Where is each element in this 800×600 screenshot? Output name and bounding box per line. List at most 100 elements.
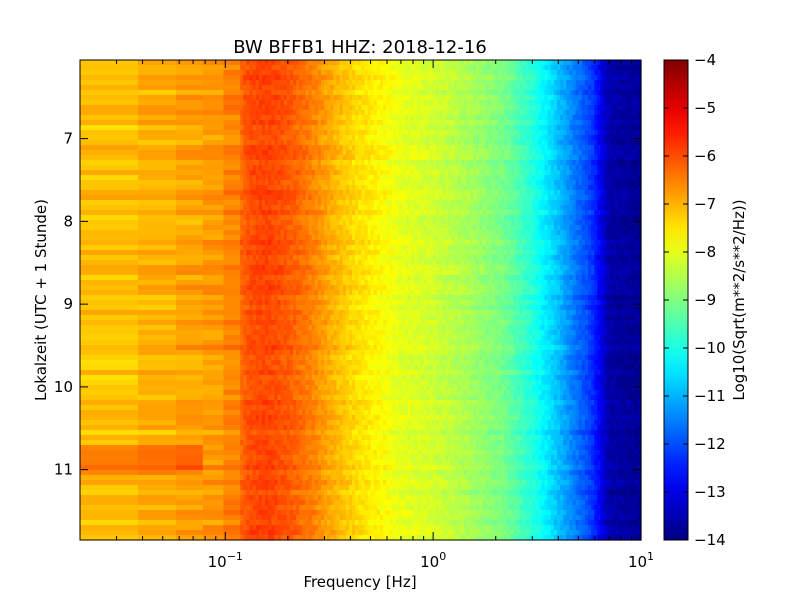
spectrogram-cell <box>454 140 459 146</box>
spectrogram-cell <box>628 85 633 91</box>
spectrogram-cell <box>223 220 241 226</box>
spectrogram-cell <box>454 135 459 141</box>
spectrogram-cell <box>442 155 446 161</box>
spectrogram-cell <box>243 145 248 151</box>
spectrogram-cell <box>392 100 397 106</box>
spectrogram-cell <box>510 65 515 71</box>
spectrogram-cell <box>485 135 490 141</box>
spectrogram-cell <box>308 115 313 121</box>
spectrogram-cell <box>176 80 204 86</box>
spectrogram-cell <box>466 140 471 146</box>
spectrogram-cell <box>491 60 496 66</box>
spectrogram-cell <box>435 65 440 71</box>
spectrogram-cell <box>423 110 428 116</box>
spectrogram-cell <box>395 130 400 136</box>
spectrogram-cell <box>176 170 204 176</box>
spectrogram-cell <box>202 240 225 246</box>
spectrogram-cell <box>345 90 350 96</box>
spectrogram-cell <box>355 65 359 71</box>
spectrogram-cell <box>327 170 331 176</box>
spectrogram-cell <box>550 150 555 156</box>
spectrogram-cell <box>414 135 418 141</box>
spectrogram-cell <box>261 155 266 161</box>
spectrogram-cell <box>470 165 474 171</box>
spectrogram-cell <box>622 80 626 86</box>
spectrogram-cell <box>258 110 263 116</box>
spectrogram-cell <box>451 120 456 126</box>
spectrogram-cell <box>80 170 139 176</box>
spectrogram-cell <box>603 90 608 96</box>
spectrogram-cell <box>327 80 331 86</box>
spectrogram-cell <box>417 175 421 181</box>
spectrogram-cell <box>516 145 521 151</box>
spectrogram-cell <box>516 170 521 176</box>
spectrogram-cell <box>541 65 546 71</box>
spectrogram-cell <box>584 135 589 141</box>
spectrogram-cell <box>631 145 636 151</box>
spectrogram-cell <box>137 195 177 201</box>
spectrogram-cell <box>420 115 425 121</box>
spectrogram-cell <box>395 60 400 66</box>
spectrogram-cell <box>202 70 225 76</box>
spectrogram-cell <box>597 115 602 121</box>
spectrogram-cell <box>324 100 328 106</box>
spectrogram-cell <box>584 110 589 116</box>
spectrogram-cell <box>597 140 602 146</box>
spectrogram-cell <box>389 90 393 96</box>
spectrogram-cell <box>336 115 341 121</box>
spectrogram-cell <box>80 160 139 166</box>
spectrogram-cell <box>581 115 586 121</box>
spectrogram-cell <box>435 145 440 151</box>
spectrogram-cell <box>398 175 403 181</box>
spectrogram-cell <box>411 95 415 101</box>
spectrogram-cell <box>355 100 359 106</box>
spectrogram-cell <box>261 85 266 91</box>
spectrogram-cell <box>258 85 263 91</box>
spectrogram-cell <box>625 170 630 176</box>
spectrogram-cell <box>342 100 347 106</box>
spectrogram-cell <box>448 140 452 146</box>
spectrogram-cell <box>258 125 263 131</box>
spectrogram-cell <box>631 160 636 166</box>
spectrogram-cell <box>352 170 356 176</box>
spectrogram-cell <box>535 160 539 166</box>
spectrogram-cell <box>336 140 341 146</box>
spectrogram-cell <box>448 115 452 121</box>
spectrogram-cell <box>320 90 325 96</box>
spectrogram-cell <box>330 135 334 141</box>
spectrogram-cell <box>411 125 415 131</box>
spectrogram-cell <box>379 90 384 96</box>
spectrogram-cell <box>566 115 571 121</box>
spectrogram-cell <box>420 60 425 66</box>
spectrogram-cell <box>317 80 322 86</box>
spectrogram-cell <box>541 125 546 131</box>
spectrogram-cell <box>255 90 260 96</box>
spectrogram-cell <box>265 125 269 131</box>
spectrogram-cell <box>442 135 446 141</box>
spectrogram-cell <box>569 155 574 161</box>
spectrogram-cell <box>435 85 440 91</box>
spectrogram-cell <box>414 120 418 126</box>
spectrogram-cell <box>240 170 244 176</box>
spectrogram-cell <box>510 120 515 126</box>
spectrogram-cell <box>137 235 177 241</box>
spectrogram-cell <box>176 225 204 231</box>
spectrogram-cell <box>339 90 344 96</box>
spectrogram-cell <box>352 95 356 101</box>
spectrogram-cell <box>137 175 177 181</box>
spectrogram-cell <box>336 170 341 176</box>
spectrogram-cell <box>392 105 397 111</box>
spectrogram-cell <box>314 65 319 71</box>
spectrogram-cell <box>544 75 549 81</box>
spectrogram-cell <box>252 150 257 156</box>
spectrogram-cell <box>389 110 393 116</box>
spectrogram-cell <box>417 80 421 86</box>
spectrogram-cell <box>389 140 393 146</box>
spectrogram-cell <box>563 95 567 101</box>
spectrogram-cell <box>333 60 338 66</box>
spectrogram-cell <box>423 80 428 86</box>
spectrogram-cell <box>463 140 468 146</box>
spectrogram-cell <box>488 170 493 176</box>
spectrogram-cell <box>532 135 536 141</box>
spectrogram-cell <box>513 70 518 76</box>
